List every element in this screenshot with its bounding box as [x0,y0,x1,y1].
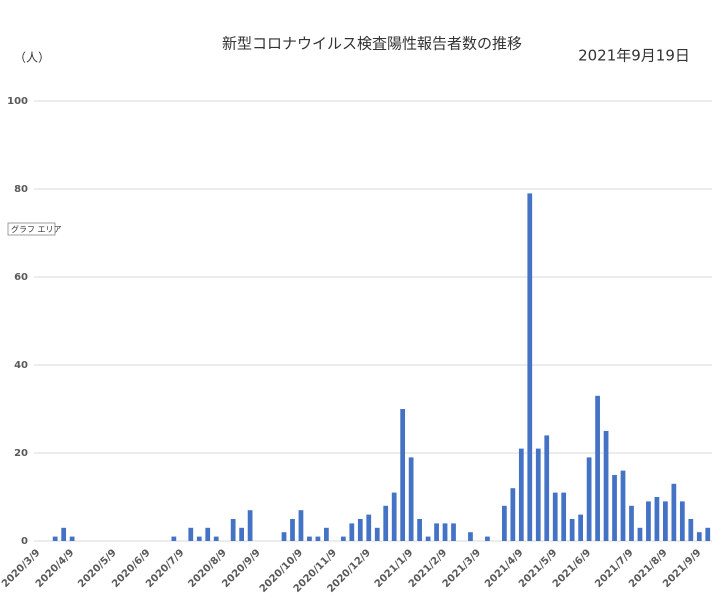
bar [188,527,194,541]
bar [307,536,312,541]
bar [442,523,448,541]
bar [205,527,211,541]
y-tick-label: 80 [14,184,28,195]
bar [290,519,295,541]
bar [349,523,355,541]
bar [629,505,634,541]
y-tick-label: 0 [21,536,28,547]
bar [603,431,609,541]
bar [552,492,558,541]
y-tick-label: 40 [14,360,28,371]
bar [247,510,253,541]
bar [400,409,406,541]
bar [239,527,245,541]
bar [646,501,651,541]
bar [340,536,346,541]
bar [298,510,304,541]
y-tick-label: 20 [14,448,28,459]
bar [688,519,694,541]
bar [620,470,626,541]
bar [561,492,567,541]
tooltip-text: グラフ エリア [11,224,62,234]
bar [637,527,643,541]
bar [468,532,473,541]
bar [518,448,524,541]
bar [501,505,507,541]
bar [671,483,677,541]
bar [383,505,389,541]
bar [510,488,516,541]
bar [696,532,702,541]
bar [315,536,321,541]
bar [425,536,431,541]
y-axis-label: （人） [14,51,50,65]
tooltip-box [7,222,56,236]
bar [69,536,75,541]
bar [230,519,236,541]
bar [408,457,414,541]
bar [213,536,219,541]
bar [281,532,287,541]
bar [52,536,58,541]
bar [61,527,67,541]
bar [374,527,380,541]
bar [357,519,363,541]
bar [196,536,202,541]
bar [544,435,550,541]
bar [527,193,533,541]
bar [391,492,397,541]
bar [417,519,422,541]
bar [654,497,660,541]
bar [663,501,668,541]
bar [569,519,575,541]
bar [485,536,490,541]
chart-title: 新型コロナウイルス検査陽性報告者数の推移 [222,35,522,53]
bar [366,514,372,541]
y-tick-label: 60 [14,272,28,283]
bar [451,523,456,541]
bar [612,475,617,541]
bar [171,536,177,541]
bar [434,523,439,541]
bar [324,527,329,541]
bar [578,514,584,541]
y-tick-label: 100 [7,96,28,107]
tooltip: グラフ エリア [7,222,62,236]
bar [679,501,685,541]
bar [595,395,600,541]
bar [535,448,541,541]
date-label: 2021年9月19日 [578,47,690,65]
bar [586,457,592,541]
bar [705,527,711,541]
